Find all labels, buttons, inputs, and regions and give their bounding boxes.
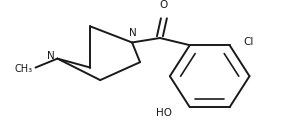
Text: CH₃: CH₃ — [14, 64, 32, 74]
Text: N: N — [129, 28, 137, 38]
Text: HO: HO — [156, 108, 172, 118]
Text: Cl: Cl — [244, 38, 254, 47]
Text: N: N — [47, 51, 55, 61]
Text: O: O — [160, 0, 168, 10]
